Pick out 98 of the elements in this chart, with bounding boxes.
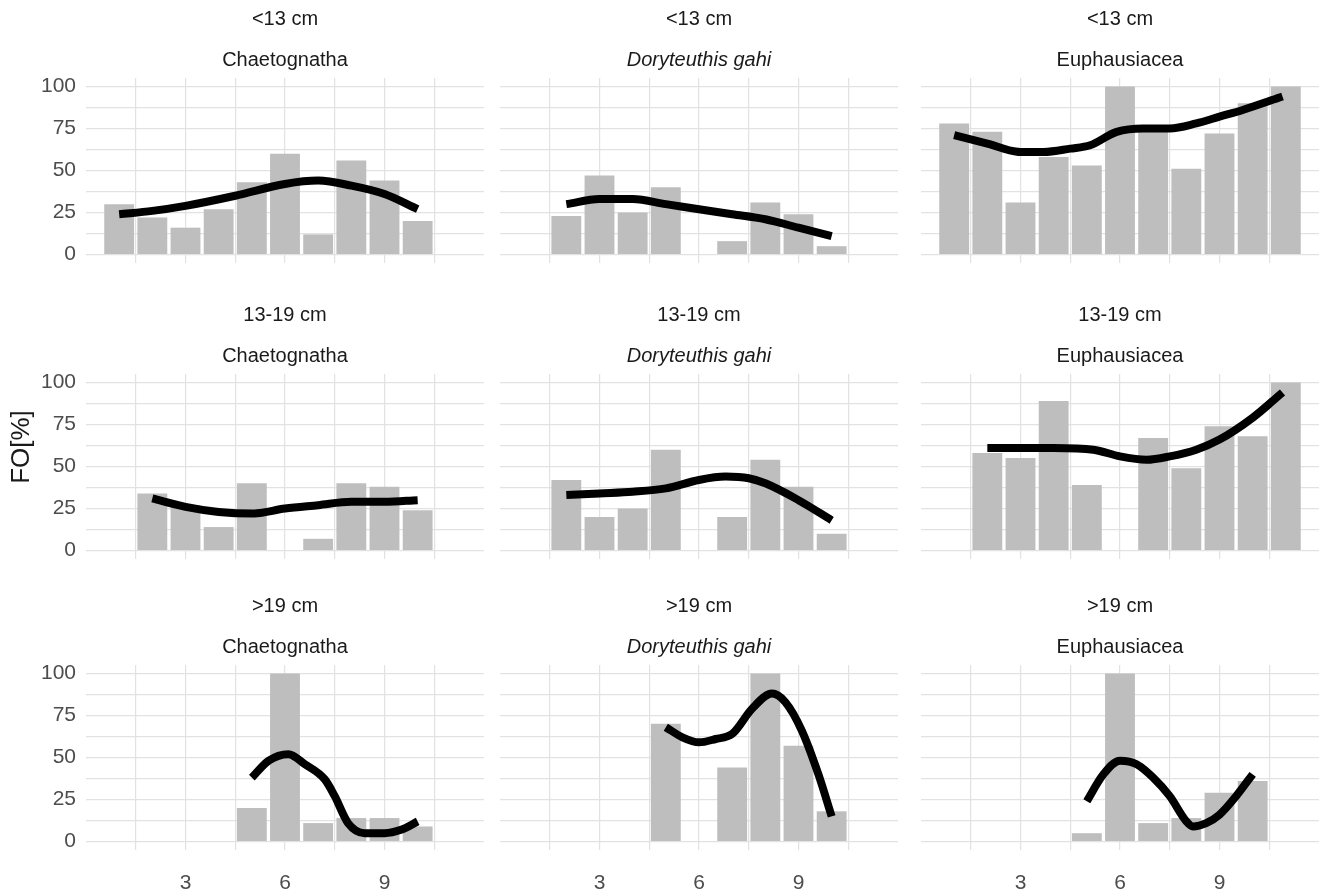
bar <box>551 215 582 254</box>
chart-subtitle: Chaetognatha <box>222 47 349 70</box>
bar <box>270 673 300 841</box>
bar <box>750 459 781 550</box>
bar <box>1171 168 1202 254</box>
x-tick-label: 3 <box>593 870 606 893</box>
bar <box>203 209 234 254</box>
bar <box>303 823 334 841</box>
y-tick-label: 25 <box>52 199 76 223</box>
x-tick-label: 3 <box>179 870 192 893</box>
x-tick-label: 3 <box>1014 870 1027 893</box>
bar <box>1204 133 1235 254</box>
bar <box>1204 426 1235 550</box>
bar <box>1237 436 1268 550</box>
bar <box>1105 673 1135 841</box>
chart-subtitle: Chaetognatha <box>222 343 349 366</box>
x-tick-label: 6 <box>693 870 705 893</box>
bar <box>1071 485 1102 550</box>
bar <box>1237 781 1268 841</box>
bar <box>303 538 334 550</box>
chart-title: <13 cm <box>665 7 733 30</box>
y-tick-label: 100 <box>40 73 76 97</box>
y-tick-label: 75 <box>52 115 76 139</box>
y-tick-label: 50 <box>52 744 76 768</box>
chart-title: >19 cm <box>665 594 733 617</box>
y-axis-title: FO[%] <box>5 410 35 484</box>
bar <box>270 153 300 254</box>
x-tick-label: 9 <box>378 870 391 893</box>
bar <box>584 516 615 550</box>
y-tick-label: 0 <box>64 828 76 852</box>
bar <box>1138 823 1169 841</box>
bar <box>1270 382 1301 550</box>
bar <box>617 508 648 550</box>
bar <box>717 767 748 841</box>
y-tick-label: 75 <box>52 702 76 726</box>
bar <box>650 449 681 550</box>
bar <box>203 527 234 550</box>
bar <box>939 123 970 254</box>
bar <box>137 493 168 550</box>
x-tick-label: 9 <box>792 870 805 893</box>
chart-title: 13-19 cm <box>1078 303 1162 326</box>
bar <box>104 204 135 254</box>
bar <box>137 217 168 254</box>
y-tick-label: 100 <box>40 660 76 684</box>
chart-subtitle: Euphausiacea <box>1056 343 1185 366</box>
y-tick-label: 25 <box>52 786 76 810</box>
bar <box>1038 157 1069 254</box>
chart-title: 13-19 cm <box>657 303 741 326</box>
chart-title: >19 cm <box>1086 594 1154 617</box>
bar <box>717 516 748 550</box>
y-tick-label: 75 <box>52 411 76 435</box>
bar <box>650 723 681 841</box>
chart-title: <13 cm <box>1086 7 1154 30</box>
chart-title: <13 cm <box>251 7 319 30</box>
chart-subtitle: Doryteuthis gahi <box>626 634 772 657</box>
bar <box>1105 86 1135 254</box>
bar <box>1005 202 1036 254</box>
bar <box>1171 468 1202 550</box>
bar <box>617 212 648 254</box>
y-tick-label: 100 <box>40 369 76 393</box>
x-tick-label: 6 <box>279 870 291 893</box>
bar <box>750 673 781 841</box>
chart-subtitle: Euphausiacea <box>1056 47 1185 70</box>
chart-title: 13-19 cm <box>243 303 327 326</box>
bar <box>717 241 748 254</box>
bar <box>402 220 433 254</box>
chart-subtitle: Euphausiacea <box>1056 634 1185 657</box>
bar <box>336 160 367 254</box>
x-tick-label: 6 <box>1114 870 1126 893</box>
bar <box>236 807 267 841</box>
bar <box>783 745 814 841</box>
bar <box>972 453 1003 550</box>
bar <box>402 510 433 550</box>
bar <box>303 234 334 254</box>
bar <box>1270 86 1301 254</box>
y-tick-label: 50 <box>52 453 76 477</box>
chart-subtitle: Chaetognatha <box>222 634 349 657</box>
bar <box>816 811 847 841</box>
bar <box>816 533 847 550</box>
y-tick-label: 0 <box>64 241 76 265</box>
bar <box>972 131 1003 254</box>
bar <box>1237 103 1268 254</box>
bar <box>170 227 201 254</box>
y-tick-label: 0 <box>64 537 76 561</box>
bar <box>551 479 582 550</box>
y-tick-label: 50 <box>52 157 76 181</box>
bar <box>1071 165 1102 254</box>
chart-title: >19 cm <box>251 594 319 617</box>
chart-subtitle: Doryteuthis gahi <box>626 343 772 366</box>
bar <box>1038 400 1069 550</box>
chart-subtitle: Doryteuthis gahi <box>626 47 772 70</box>
y-tick-label: 25 <box>52 495 76 519</box>
bar <box>816 246 847 254</box>
bar <box>1005 458 1036 550</box>
bar <box>1138 437 1169 550</box>
bar <box>1071 833 1102 841</box>
bar <box>1138 130 1169 254</box>
x-tick-label: 9 <box>1213 870 1226 893</box>
